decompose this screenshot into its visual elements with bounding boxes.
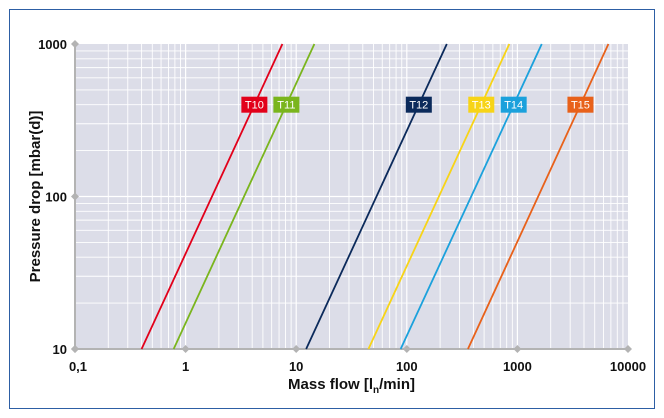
x-tick-label: 1 <box>182 359 189 374</box>
y-axis-title: Pressure drop [mbar(d)] <box>27 111 44 283</box>
x-tick-label: 10 <box>289 359 303 374</box>
x-tick-marker <box>402 345 411 353</box>
series-label-t12: T12 <box>409 100 428 112</box>
series-label-t15: T15 <box>571 100 590 112</box>
x-axis-title: Mass flow [ln/min] <box>288 376 415 396</box>
x-tick-marker <box>624 345 632 353</box>
series-label-box <box>273 96 300 113</box>
series-line-t12 <box>305 43 448 350</box>
x-tick-marker <box>292 345 301 353</box>
series-line-t11 <box>172 43 316 350</box>
series-line-t13 <box>367 43 511 350</box>
series-labels: T10 T11 T12 T13 T14 T15 <box>241 96 594 113</box>
y-tick-marker <box>71 40 79 48</box>
y-tick-label: 10 <box>53 342 67 357</box>
y-tick-label: 100 <box>45 190 67 205</box>
x-tick-marker <box>181 345 190 353</box>
x-tick-label: 0,1 <box>69 359 87 374</box>
series-line-t14 <box>399 43 543 350</box>
x-tick-marker <box>513 345 522 353</box>
x-tick-label: 100 <box>396 359 418 374</box>
series-label-box <box>500 96 527 113</box>
series-label-t11: T11 <box>277 100 295 112</box>
tick-labels: 0,1 1 10 100 1000 10000 10 100 1000 <box>38 37 646 374</box>
series-label-t14: T14 <box>504 100 523 112</box>
x-tick-label: 10000 <box>610 359 646 374</box>
series-label-t10: T10 <box>245 100 264 112</box>
axes <box>71 40 632 353</box>
series-label-t13: T13 <box>472 100 491 112</box>
series-lines <box>140 43 610 350</box>
series-label-box <box>567 96 594 113</box>
y-tick-marker <box>71 345 79 353</box>
series-line-t10 <box>140 43 284 350</box>
y-tick-label: 1000 <box>38 37 67 52</box>
series-label-box <box>468 96 495 113</box>
series-line-t15 <box>467 43 610 350</box>
x-tick-label: 1000 <box>503 359 532 374</box>
y-tick-marker <box>71 192 79 201</box>
grid <box>74 44 628 350</box>
series-label-box <box>241 96 268 113</box>
series-label-box <box>405 96 432 113</box>
